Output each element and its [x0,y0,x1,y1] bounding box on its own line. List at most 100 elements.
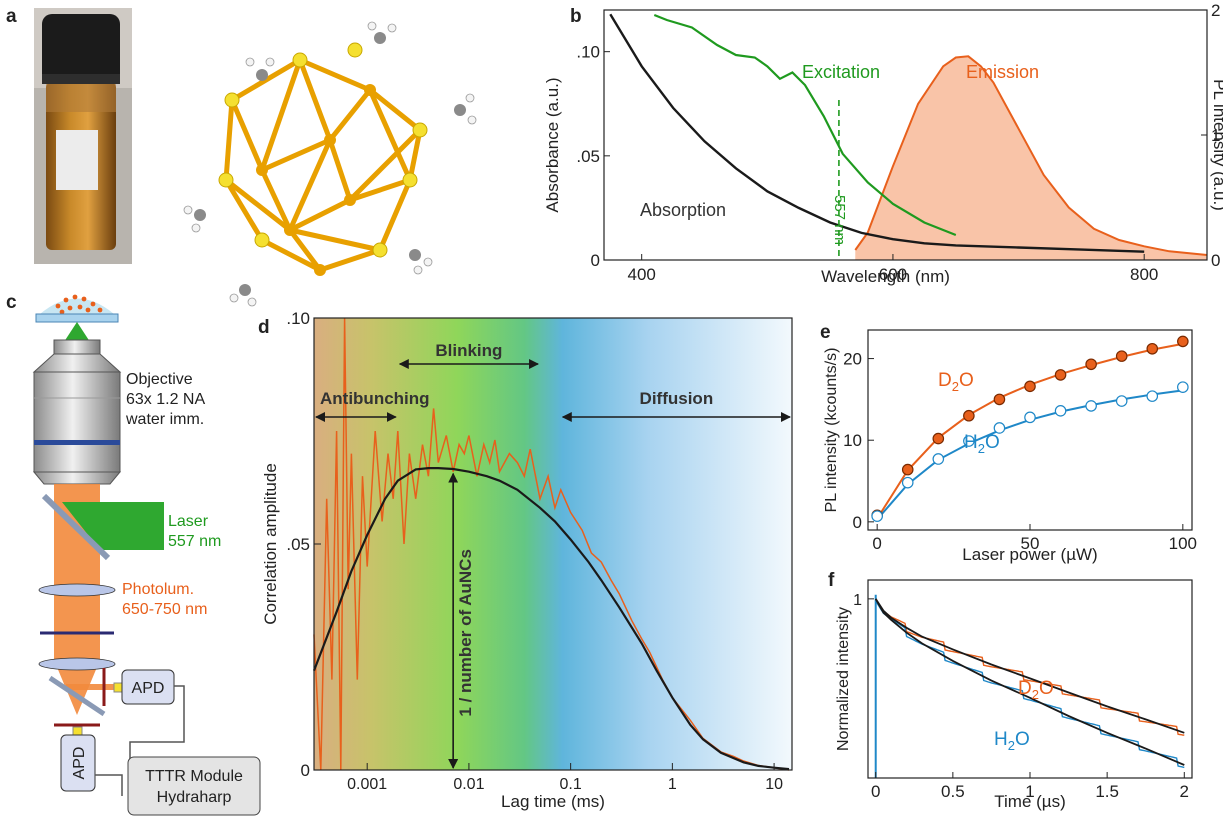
point-D2O [963,409,975,422]
y-tick-label: 0 [301,761,310,780]
collimating-lens [38,657,116,671]
label-h2o-f: H2O [994,729,1030,753]
x-axis-label-e: Laser power (µW) [962,545,1097,564]
apd-2-label: APD [71,747,88,780]
panel-a: a [6,6,477,307]
au-cluster-structure [183,21,477,307]
x-tick-label: 2 [1180,782,1189,801]
point-D2O [932,432,945,445]
y-axis-label-b: Absorbance (a.u.) [543,77,562,212]
y-tick-label: 1 [853,592,862,609]
x-tick-label: 100 [1169,534,1197,553]
y-tick-label: 0 [591,251,600,270]
region-label: Blinking [435,341,502,360]
x-tick-label: 0.1 [560,776,582,793]
label-h2o: H2O [964,432,1000,456]
panel-label-b: b [570,6,582,27]
x-tick-label: 50 [1021,534,1040,553]
point-D2O [1085,358,1097,371]
x-tick-label: 1 [668,776,677,793]
point-D2O [1177,335,1189,348]
x-tick-label: 1 [1025,782,1034,801]
x-axis-label-b: Wavelength (nm) [821,267,950,286]
y-tick-label: .05 [286,535,310,554]
region-label: Diffusion [640,389,714,408]
x-axis-label-f: Time (µs) [994,792,1066,811]
point-H2O [1024,411,1036,424]
x-tick-label: 1.5 [1095,782,1119,801]
y-tick-label: 10 [843,431,862,450]
excitation-wavelength-label: 557 nm [831,195,848,245]
fit-line-H2O [874,598,1185,766]
y-axis-label-d: Correlation amplitude [261,463,280,625]
vial-photo [34,8,132,264]
point-H2O [993,422,1006,434]
fit-line-D2O [876,342,1183,520]
svg-text:557 nm: 557 nm [168,533,221,550]
y2-tick-label: 0 [1211,251,1220,270]
point-D2O [1054,369,1067,381]
coverslip [35,313,119,323]
sample-drop [40,298,114,314]
point-H2O [1085,400,1097,412]
x-tick-label: 0 [872,534,881,553]
series-fit-line [312,467,790,771]
dichroic-mirror [41,493,111,561]
x-tick-label: 0 [871,782,880,801]
svg-text:650-750 nm: 650-750 nm [122,601,207,618]
x-axis-label-d: Lag time (ms) [501,792,605,811]
panel-label-a: a [6,6,17,27]
point-D2O [1146,342,1159,355]
panel-c: c Objective 63x 1.2 NA water imm. [6,292,261,816]
sample-particles [55,294,103,315]
svg-text:63x 1.2 NA: 63x 1.2 NA [126,391,205,408]
series-absorption-line [609,13,1145,253]
background-gradient [314,318,792,770]
x-tick-label: 0.001 [347,776,387,793]
point-H2O [901,476,914,489]
objective-label: Objective 63x 1.2 NA water imm. [125,371,205,428]
panel-label-d: d [258,317,270,338]
y2-tick-label: 2 [1211,1,1220,20]
point-H2O [1054,405,1067,417]
point-H2O [963,435,975,447]
point-H2O [1115,395,1128,407]
x-tick-label-600: 600 [879,265,907,284]
y-tick-label: .05 [576,147,600,166]
label-d2o-f: D2O [1018,678,1054,702]
y-tick-label: .10 [576,43,600,62]
point-D2O [1024,380,1036,393]
y-axis-label-f: Normalized intensity [835,607,852,751]
point-D2O [901,463,914,476]
y-axis-label-e: PL intensity (kcounts/s) [823,348,840,513]
panel-b: b 557 nm 400 600 800 0 .05 .10 0 1 2 Wavelength (n… [543,1,1223,286]
apd-2 [60,734,96,792]
emission-fill-area [855,56,1207,260]
label-excitation: Excitation [802,62,880,82]
y2-tick-label: 1 [1211,126,1220,145]
beamsplitter [48,675,106,717]
label-d2o: D2O [938,370,974,394]
y-tick-label: .10 [286,309,310,328]
chart-e: 0 50 100 0 10 20 Laser power (µW) PL intensity … [823,329,1197,564]
tube-lens [38,583,116,597]
pl-label: Photolum. 650-750 nm [122,581,207,618]
svg-text:Hydraharp: Hydraharp [157,789,232,806]
amplitude-label: 1 / number of AuNCs [456,549,475,717]
series-emission-line [854,55,1208,256]
region-label: Antibunching [320,389,430,408]
series-excitation-line [653,13,957,237]
apd-1-label: APD [132,680,165,697]
point-H2O [932,453,945,465]
x-tick-label: 0.01 [453,776,484,793]
fit-line-D2O [874,598,1185,734]
chart-d: Antibunching Blinking Diffusion 1 / number … [261,309,793,811]
label-absorption: Absorption [640,200,726,220]
svg-text:Objective: Objective [126,371,193,388]
panel-label-e: e [820,322,831,343]
y2-axis-label-b: PL intensity (a.u.) [1210,79,1223,211]
series-data-line [313,317,790,771]
point-D2O [993,393,1006,406]
